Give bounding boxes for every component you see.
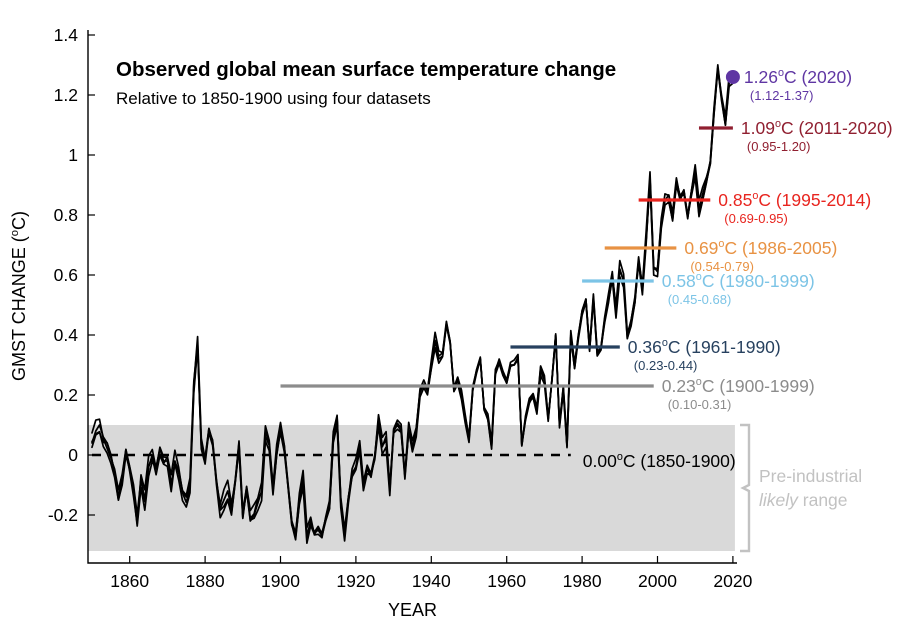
- x-axis-title: YEAR: [387, 600, 438, 620]
- y-tick-label: -0.2: [48, 505, 78, 525]
- x-tick-label: 1920: [336, 571, 375, 591]
- preindustrial-bracket: [740, 423, 751, 553]
- x-tick-label: 1980: [563, 571, 602, 591]
- x-tick-label: 2000: [638, 571, 677, 591]
- y-axis-title: GMST CHANGE (oC): [9, 211, 29, 381]
- preindustrial-range-line2: likely range: [759, 490, 848, 510]
- dataset-line-4: [91, 67, 734, 537]
- x-tick-label: 1900: [261, 571, 300, 591]
- y-tick-label: 0.6: [54, 265, 78, 285]
- y-tick-label: 1.2: [54, 85, 78, 105]
- latest-year-dot: [725, 70, 740, 84]
- y-tick-label: 1: [68, 145, 78, 165]
- degree-symbol: o: [9, 230, 21, 237]
- axes-spines: [87, 30, 737, 564]
- x-tick-label: 1860: [110, 571, 149, 591]
- preindustrial-range-label: Pre-industrial likely range: [759, 464, 862, 512]
- y-tick-label: 0.8: [54, 205, 78, 225]
- y-tick-label: 0: [68, 445, 78, 465]
- x-tick-label: 2020: [713, 571, 752, 591]
- x-tick-label: 1960: [487, 571, 526, 591]
- y-tick-label: 0.4: [54, 325, 79, 345]
- y-tick-label: 1.4: [54, 25, 79, 45]
- preindustrial-range-line1: Pre-industrial: [759, 466, 863, 486]
- x-tick-label: 1880: [186, 571, 225, 591]
- y-tick-label: 0.2: [54, 385, 78, 405]
- x-tick-label: 1940: [412, 571, 451, 591]
- chart-subtitle: Relative to 1850-1900 using four dataset…: [116, 89, 431, 108]
- chart-title: Observed global mean surface temperature…: [116, 58, 617, 81]
